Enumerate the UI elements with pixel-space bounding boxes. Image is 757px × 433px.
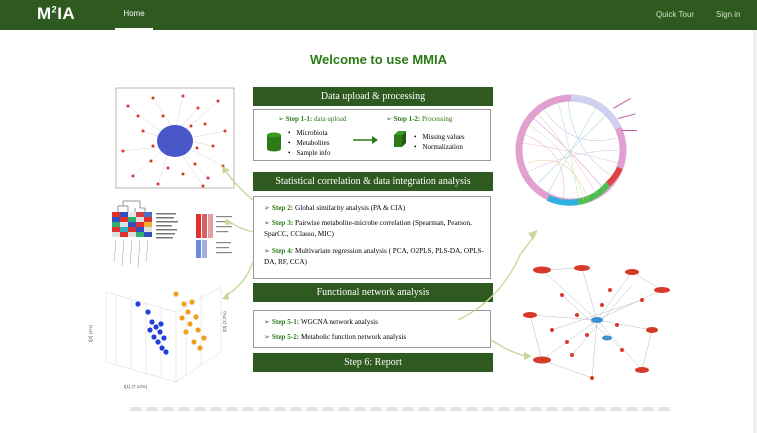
- list-item: Microbiota: [288, 128, 330, 138]
- step-5-2-label: Step 5-2:: [271, 333, 300, 341]
- metabolic-network-figure: [523, 265, 670, 380]
- step-1-2-heading: ➢ Step 1-2: Processing: [386, 115, 452, 123]
- section-header-data-upload: Data upload & processing: [253, 87, 493, 106]
- functional-network-panel: ➢ Step 5-1: WGCNA network analysis ➢ Ste…: [253, 310, 491, 348]
- step-5-1-label: Step 5-1:: [271, 318, 300, 326]
- list-item: Missing values: [414, 132, 464, 142]
- nav-home-link[interactable]: Home: [115, 0, 153, 30]
- database-icon: [267, 132, 281, 152]
- arrow-right-icon: ➢: [264, 333, 271, 341]
- step-1-2-label: Step 1-2:: [393, 115, 421, 123]
- nav-sign-in-link[interactable]: Sign in: [716, 10, 741, 19]
- step-4-label: Step 4:: [271, 247, 294, 255]
- step-4-text: Multivariate regression analysis ( PCA, …: [264, 247, 484, 266]
- section-header-statistical-correlation: Statistical correlation & data integrati…: [253, 172, 493, 191]
- pca-axis-label-3: t[3] (3.2%): [222, 311, 227, 332]
- list-item: Metabolites: [288, 138, 330, 148]
- step-1-1-heading: ➢ Step 1-1: data upload: [278, 115, 346, 123]
- correlation-network-figure: [115, 87, 235, 189]
- step-2-line: ➢ Step 2: Global similarity analysis (PA…: [264, 203, 489, 214]
- step-1-2-text: Processing: [422, 115, 453, 123]
- network-blue-cluster: [157, 125, 193, 157]
- section-header-report: Step 6: Report: [253, 353, 493, 372]
- step-5-1-text: WGCNA network analysis: [300, 318, 378, 326]
- brand-logo[interactable]: M2IA: [37, 4, 76, 23]
- chord-diagram-figure: [515, 94, 637, 206]
- step-5-2-line: ➢ Step 5-2: Metabolic function network a…: [264, 332, 489, 343]
- list-item: Sample info: [288, 148, 330, 158]
- arrow-right-icon: ➢: [264, 204, 271, 212]
- step-1-2-list: Missing values Normalization: [414, 132, 465, 152]
- step-3-label: Step 3:: [271, 219, 294, 227]
- arrow-right-icon: ➢: [264, 219, 271, 227]
- step-5-2-text: Metabolic function network analysis: [300, 333, 407, 341]
- list-item: Normalization: [414, 142, 465, 152]
- arrow-right-icon: [353, 136, 378, 144]
- data-upload-panel: ➢ Step 1-1: data upload Microbiota Metab…: [253, 109, 491, 161]
- clustered-heatmap-figure: [100, 196, 250, 276]
- top-navbar: M2IA Home Quick Tour Sign in: [0, 0, 757, 30]
- page-scrollbar[interactable]: [753, 30, 757, 433]
- step-2-label: Step 2:: [271, 204, 294, 212]
- step-1-1-label: Step 1-1:: [285, 115, 313, 123]
- page-title: Welcome to use MMIA: [309, 52, 447, 67]
- arrow-right-icon: ➢: [264, 247, 271, 255]
- step-4-line: ➢ Step 4: Multivariate regression analys…: [264, 246, 489, 268]
- arrow-right-icon: ➢: [278, 115, 284, 123]
- step-5-1-line: ➢ Step 5-1: WGCNA network analysis: [264, 317, 489, 328]
- step-3-text: Pairwise metabolite-microbe correlation …: [264, 219, 472, 238]
- arrow-right-icon: ➢: [386, 115, 392, 123]
- pca-axis-label-2: t[2] (4%): [88, 324, 93, 342]
- arrow-head-icon: [528, 230, 538, 240]
- section-header-functional-network: Functional network analysis: [253, 283, 493, 302]
- step-1-1-text: data upload: [314, 115, 347, 123]
- pca-3d-scatter-figure: t[2] (4%) t[1] (7.14%) t[3] (3.2%): [86, 282, 236, 392]
- pca-axis-label-1: t[1] (7.14%): [124, 384, 148, 389]
- nav-quick-tour-link[interactable]: Quick Tour: [656, 10, 695, 19]
- cube-icon: [394, 131, 406, 147]
- arrow-right-icon: ➢: [264, 318, 271, 326]
- statistical-analysis-panel: ➢ Step 2: Global similarity analysis (PA…: [253, 196, 491, 279]
- step-3-line: ➢ Step 3: Pairwise metabolite-microbe co…: [264, 218, 489, 240]
- step-2-text: Global similarity analysis (PA & CIA): [295, 204, 406, 212]
- step-1-1-list: Microbiota Metabolites Sample info: [288, 128, 330, 158]
- truncated-text-line: [130, 407, 670, 411]
